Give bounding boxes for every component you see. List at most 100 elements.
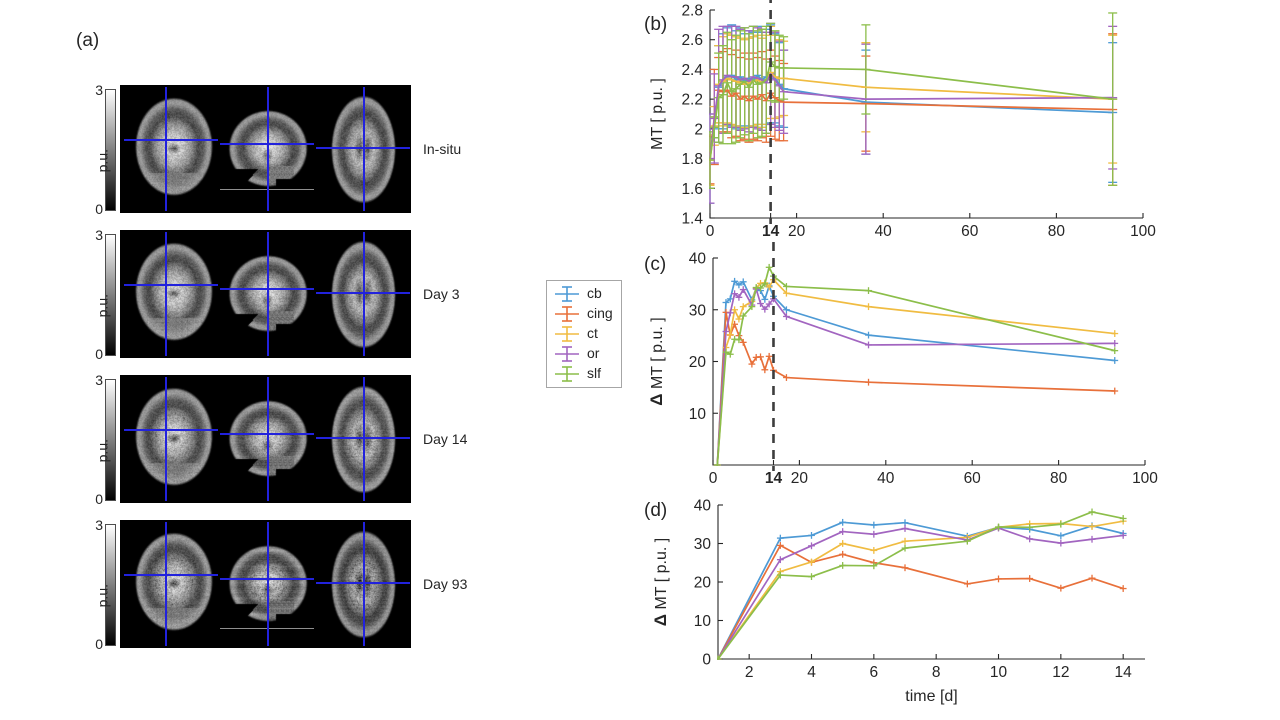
colorbar-3: 3 0 p.u. bbox=[68, 372, 116, 507]
mri-slice-coronal-row1 bbox=[126, 93, 221, 205]
crosshair-vertical bbox=[267, 522, 269, 646]
xtick-label: 6 bbox=[870, 664, 879, 681]
ytick-label: 30 bbox=[689, 302, 707, 319]
colorbar-gradient bbox=[105, 234, 116, 356]
xtick-label: 80 bbox=[1050, 470, 1068, 486]
legend-item-ct[interactable]: ct bbox=[551, 324, 621, 344]
mri-row-4 bbox=[120, 520, 411, 648]
ytick-label: 20 bbox=[694, 575, 712, 592]
crosshair-vertical bbox=[363, 232, 365, 356]
ytick-label: 2.6 bbox=[681, 32, 703, 49]
xtick-label: 80 bbox=[1048, 223, 1066, 240]
crosshair-vertical bbox=[165, 232, 167, 356]
xtick-label: 20 bbox=[791, 470, 809, 486]
chart-panel-b: (b) 0 14 20 40 60 80 100 1.4 1.6 1.8 2 2.2 2.4 2.6 2.8… bbox=[640, 0, 1180, 240]
xtick-label: 4 bbox=[807, 664, 816, 681]
mri-row-2 bbox=[120, 230, 411, 358]
legend-label-cing: cing bbox=[587, 305, 613, 321]
legend-marker-cb bbox=[555, 286, 579, 302]
xtick-label: 20 bbox=[788, 223, 806, 240]
xtick-label: 14 bbox=[765, 470, 783, 486]
legend-label-cb: cb bbox=[587, 285, 602, 301]
y-axis-label: Δ MT [ p.u. ] bbox=[651, 538, 670, 626]
mri-row-label-4: Day 93 bbox=[423, 576, 468, 592]
xtick-label: 60 bbox=[964, 470, 982, 486]
xtick-label: 100 bbox=[1130, 223, 1156, 240]
y-axis-label: MT [ p.u. ] bbox=[649, 78, 666, 150]
ytick-label: 1.4 bbox=[681, 211, 703, 228]
colorbar-min-label: 0 bbox=[95, 491, 103, 507]
legend-label-slf: slf bbox=[587, 365, 601, 381]
series-line-slf bbox=[716, 266, 1115, 466]
ytick-label: 1.6 bbox=[681, 181, 703, 198]
chart-b-svg: 014204060801001.41.61.822.22.42.62.8time… bbox=[649, 0, 1156, 240]
series-line-ct bbox=[717, 520, 1124, 660]
series-line-slf bbox=[709, 61, 1113, 161]
colorbar-max-label: 3 bbox=[95, 227, 103, 243]
legend-item-slf[interactable]: slf bbox=[551, 364, 621, 384]
chart-panel-d: (d) 2 4 6 8 10 12 14 0 10 20 30 40 time [d] Δ MT [ p.… bbox=[640, 486, 1180, 720]
crosshair-horizontal bbox=[124, 429, 218, 431]
crosshair-horizontal bbox=[124, 139, 218, 141]
ytick-label: 40 bbox=[689, 251, 707, 268]
crosshair-vertical bbox=[363, 522, 365, 646]
colorbar-gradient bbox=[105, 89, 116, 211]
colorbar-unit-label: p.u. bbox=[94, 584, 110, 608]
mri-slice-sagittal-row3 bbox=[224, 391, 314, 487]
legend-item-cing[interactable]: cing bbox=[551, 304, 621, 324]
ytick-label: 30 bbox=[694, 536, 712, 553]
legend-marker-or bbox=[555, 346, 579, 362]
series-markers-or bbox=[713, 285, 1119, 466]
series-markers-cb bbox=[713, 277, 1119, 466]
colorbar-2: 3 0 p.u. bbox=[68, 227, 116, 362]
colorbar-max-label: 3 bbox=[95, 372, 103, 388]
colorbar-max-label: 3 bbox=[95, 517, 103, 533]
mri-slice-coronal-row4 bbox=[126, 528, 221, 640]
mri-row-label-2: Day 3 bbox=[423, 286, 460, 302]
colorbar-1: 3 0 p.u. bbox=[68, 82, 116, 217]
mri-slice-sagittal-row1 bbox=[224, 101, 314, 197]
xtick-label: 14 bbox=[1115, 664, 1133, 681]
crosshair-vertical bbox=[363, 87, 365, 211]
xtick-label: 60 bbox=[961, 223, 979, 240]
ytick-label: 2 bbox=[694, 121, 703, 138]
errorbar-group-cb bbox=[709, 24, 1118, 204]
mri-row-label-3: Day 14 bbox=[423, 431, 468, 447]
xtick-label: 100 bbox=[1132, 470, 1158, 486]
legend-label-ct: ct bbox=[587, 325, 598, 341]
crosshair-vertical bbox=[363, 377, 365, 501]
ytick-label: 1.8 bbox=[681, 151, 703, 168]
legend-item-or[interactable]: or bbox=[551, 344, 621, 364]
series-line-or bbox=[717, 527, 1124, 660]
legend-marker-slf bbox=[555, 366, 579, 382]
colorbar-unit-label: p.u. bbox=[94, 149, 110, 173]
xtick-label: 40 bbox=[875, 223, 893, 240]
colorbar-gradient bbox=[105, 379, 116, 501]
series-legend: cb cing ct or slf bbox=[546, 280, 622, 388]
colorbar-min-label: 0 bbox=[95, 346, 103, 362]
colorbar-4: 3 0 p.u. bbox=[68, 517, 116, 652]
legend-label-or: or bbox=[587, 345, 600, 361]
panel-a-mri-montage: (a) 3 0 p.u. In-situ 3 0 p.u. Day 3 3 0 p.u. Day 14… bbox=[0, 0, 540, 720]
series-line-cing bbox=[717, 544, 1124, 660]
legend-item-cb[interactable]: cb bbox=[551, 284, 621, 304]
crosshair-horizontal bbox=[124, 284, 218, 286]
ytick-label: 10 bbox=[694, 613, 712, 630]
mri-row-1 bbox=[120, 85, 411, 213]
crosshair-vertical bbox=[267, 377, 269, 501]
crosshair-vertical bbox=[267, 87, 269, 211]
xtick-label: 0 bbox=[709, 470, 718, 486]
colorbar-min-label: 0 bbox=[95, 201, 103, 217]
xtick-label: 8 bbox=[932, 664, 941, 681]
ytick-label: 2.8 bbox=[681, 3, 703, 20]
colorbar-min-label: 0 bbox=[95, 636, 103, 652]
ytick-label: 2.4 bbox=[681, 62, 703, 79]
series-line-or bbox=[716, 288, 1115, 466]
colorbar-gradient bbox=[105, 524, 116, 646]
chart-d-svg: 2 4 6 8 10 12 14 0 10 20 30 40 time [d] Δ MT [ p.u. ] bbox=[651, 498, 1145, 705]
series-markers-slf bbox=[717, 508, 1127, 660]
mri-slice-coronal-row2 bbox=[126, 238, 221, 350]
ytick-label: 20 bbox=[689, 354, 707, 371]
crosshair-vertical bbox=[165, 522, 167, 646]
legend-marker-ct bbox=[555, 326, 579, 342]
